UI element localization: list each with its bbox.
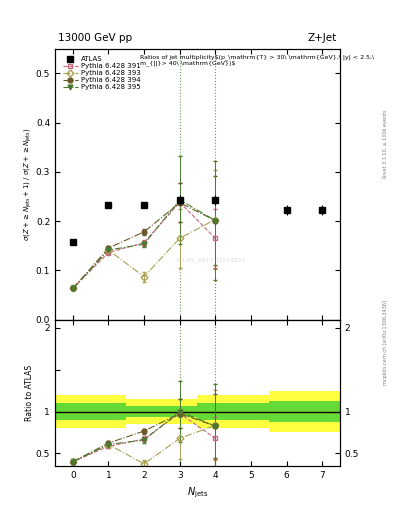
Text: Rivet 3.1.10, ≥ 100k events: Rivet 3.1.10, ≥ 100k events <box>383 109 387 178</box>
Y-axis label: $\sigma(Z + \geq N_\mathrm{jets}+1)\ /\ \sigma(Z + \geq N_\mathrm{jets})$: $\sigma(Z + \geq N_\mathrm{jets}+1)\ /\ … <box>23 127 35 241</box>
Legend: ATLAS, Pythia 6.428 391, Pythia 6.428 393, Pythia 6.428 394, Pythia 6.428 395: ATLAS, Pythia 6.428 391, Pythia 6.428 39… <box>61 55 142 92</box>
Y-axis label: Ratio to ATLAS: Ratio to ATLAS <box>26 365 35 421</box>
X-axis label: $N_\mathrm{jets}$: $N_\mathrm{jets}$ <box>187 485 208 500</box>
Text: Z+Jet: Z+Jet <box>308 33 337 43</box>
Text: mcplots.cern.ch [arXiv:1306.3436]: mcplots.cern.ch [arXiv:1306.3436] <box>383 301 387 386</box>
Text: 13000 GeV pp: 13000 GeV pp <box>58 33 132 43</box>
Text: ATLAS_2017_I1514251: ATLAS_2017_I1514251 <box>176 257 247 263</box>
Text: Ratios of jet multiplicity$(p_\mathrm{T} > 30\ \mathrm{GeV},\ |y| < 2.5,\ m_{||}: Ratios of jet multiplicity$(p_\mathrm{T}… <box>141 54 375 66</box>
